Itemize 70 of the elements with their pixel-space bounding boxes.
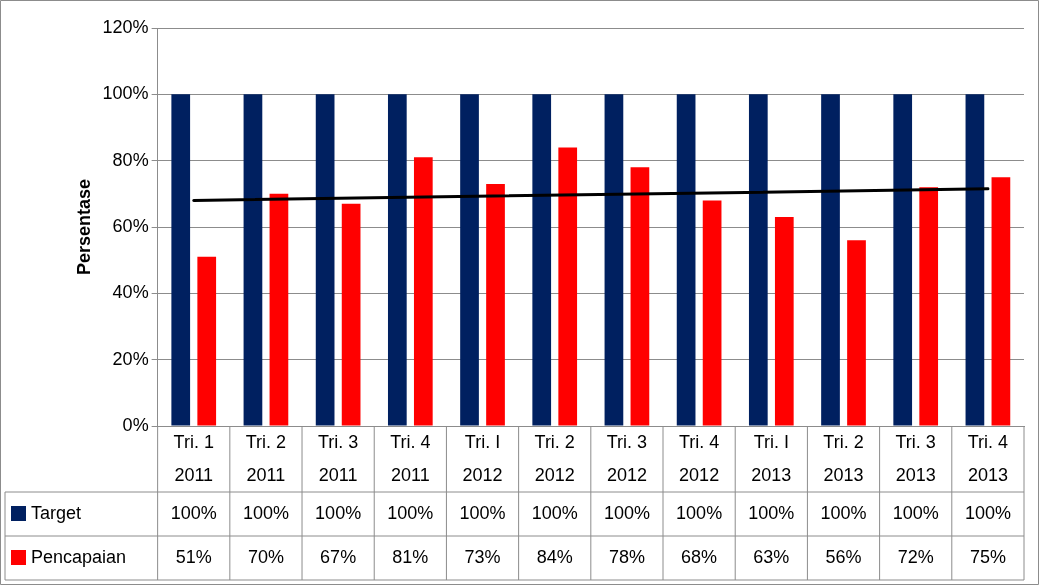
x-tick-label: Tri. 4 2012 — [678, 431, 720, 485]
x-tick-label: Tri. I 2013 — [751, 431, 792, 485]
bar — [919, 187, 939, 426]
data-label: 51% — [175, 546, 212, 567]
bar — [486, 183, 505, 426]
data-label: 100% — [748, 502, 795, 523]
bar — [532, 94, 552, 426]
data-label: 100% — [820, 502, 867, 523]
data-label: 84% — [536, 546, 573, 567]
x-tick-label: Tri. 3 2013 — [895, 431, 936, 485]
bar — [676, 94, 696, 426]
x-tick-label: Tri. 1 2011 — [173, 431, 214, 485]
bar — [847, 240, 866, 426]
data-label: 100% — [676, 502, 723, 523]
bar — [460, 94, 479, 426]
bar — [171, 94, 191, 426]
y-tick-label: 20% — [112, 348, 149, 369]
bar — [197, 256, 217, 426]
x-tick-label: Tri. 2 2011 — [245, 431, 287, 485]
x-tick-label: Tri. 2 2012 — [534, 431, 575, 485]
legend-label: Target — [31, 502, 82, 523]
data-label: 100% — [387, 502, 434, 523]
data-label: 100% — [459, 502, 506, 523]
data-label: 56% — [825, 546, 862, 567]
x-tick-label: Tri. 2 2013 — [823, 431, 864, 485]
data-label: 73% — [464, 546, 501, 567]
data-label: 63% — [753, 546, 790, 567]
data-label: 100% — [242, 502, 289, 523]
y-tick-label: 0% — [122, 414, 149, 435]
bar — [413, 157, 433, 426]
y-tick-label: 120% — [102, 16, 149, 37]
data-label: 81% — [392, 546, 429, 567]
bar — [821, 94, 840, 426]
bar — [341, 203, 361, 426]
bar — [558, 147, 578, 426]
data-label: 72% — [897, 546, 934, 567]
bar — [630, 167, 650, 426]
data-label: 100% — [603, 502, 650, 523]
bar — [243, 94, 263, 426]
data-label: 100% — [315, 502, 362, 523]
x-tick-label: Tri. 4 2013 — [967, 431, 1009, 485]
x-tick-label: Tri. 4 2011 — [390, 431, 431, 485]
data-label: 100% — [892, 502, 939, 523]
data-label: 67% — [320, 546, 357, 567]
data-label: 78% — [608, 546, 645, 567]
bar — [774, 217, 794, 426]
y-tick-label: 100% — [102, 83, 149, 104]
bar — [387, 94, 407, 426]
data-label: 100% — [964, 502, 1011, 523]
bar — [965, 94, 985, 426]
x-tick-label: Tri. 3 2012 — [606, 431, 648, 485]
bar — [748, 94, 768, 426]
data-label: 68% — [681, 546, 718, 567]
y-tick-label: 60% — [112, 215, 149, 236]
x-tick-label: Tri. 3 2011 — [317, 431, 359, 485]
bar — [269, 193, 289, 426]
legend-label: Pencapaian — [31, 546, 127, 567]
bar — [315, 94, 335, 426]
bar — [604, 94, 624, 426]
y-tick-label: 80% — [112, 149, 149, 170]
bar — [702, 200, 722, 426]
x-tick-label: Tri. I 2012 — [462, 431, 503, 485]
y-axis-title: Persentase — [73, 178, 94, 276]
bar — [991, 177, 1011, 426]
data-label: 75% — [969, 546, 1006, 567]
y-tick-label: 40% — [112, 282, 149, 303]
data-label: 70% — [247, 546, 284, 567]
bar — [893, 94, 913, 426]
data-label: 100% — [531, 502, 578, 523]
data-label: 100% — [170, 502, 217, 523]
